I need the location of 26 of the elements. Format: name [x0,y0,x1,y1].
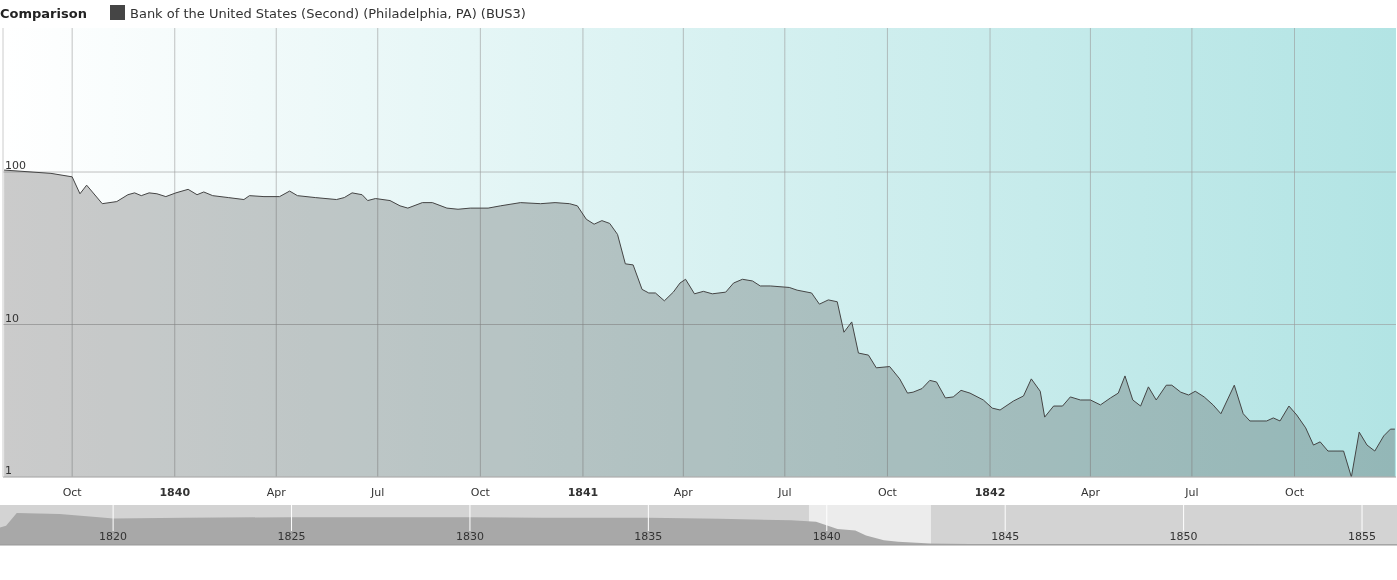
x-tick-label: Apr [266,486,287,499]
y-tick-label: 1 [5,464,12,477]
x-tick-label: 1830 [455,530,484,543]
x-tick-label: Jul [777,486,792,499]
chart-title: Comparison [0,6,87,21]
x-tick-label: 1835 [634,530,663,543]
x-tick-label: 1841 [567,486,599,499]
x-tick-label: 1840 [812,530,841,543]
x-tick-label: 1825 [277,530,306,543]
x-tick-label: 1850 [1169,530,1198,543]
x-tick-label: 1840 [159,486,191,499]
x-tick-label: 1855 [1348,530,1377,543]
x-tick-label: Oct [877,486,898,499]
x-tick-label: Apr [673,486,694,499]
x-tick-label: 1820 [99,530,128,543]
x-tick-label: Jul [1184,486,1199,499]
x-tick-label: 1842 [974,486,1006,499]
x-tick-label: Jul [370,486,385,499]
x-tick-label: Apr [1080,486,1101,499]
x-tick-label: 1845 [991,530,1020,543]
y-tick-label: 100 [5,159,26,173]
x-tick-label: Oct [62,486,83,499]
x-tick-label: Oct [470,486,491,499]
y-tick-label: 10 [5,311,19,325]
x-tick-label: Oct [1284,486,1305,499]
legend-label: Bank of the United States (Second) (Philadelphia, PA) (BUS3) [130,6,526,21]
